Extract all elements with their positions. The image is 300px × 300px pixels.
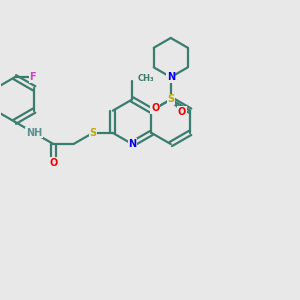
Text: S: S: [89, 128, 96, 138]
Text: F: F: [29, 72, 36, 82]
Text: N: N: [128, 139, 136, 149]
Text: NH: NH: [26, 128, 42, 138]
Text: O: O: [178, 107, 186, 117]
Text: O: O: [49, 158, 58, 168]
Text: CH₃: CH₃: [137, 74, 154, 82]
Text: N: N: [167, 72, 175, 82]
Text: S: S: [167, 94, 174, 104]
Text: O: O: [151, 103, 159, 113]
